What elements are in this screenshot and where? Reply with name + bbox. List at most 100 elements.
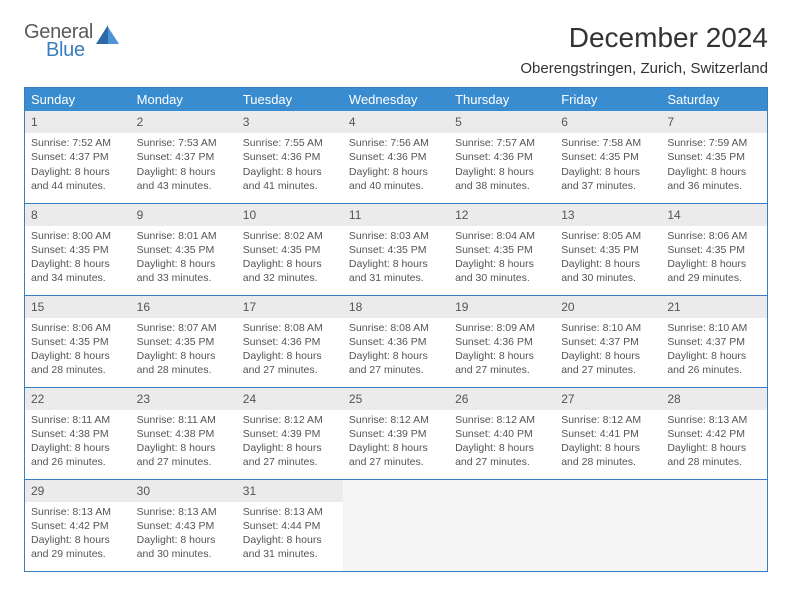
weekday-header: Sunday xyxy=(25,88,131,112)
sunrise-line: Sunrise: 7:53 AM xyxy=(137,136,231,150)
sunrise-line: Sunrise: 8:06 AM xyxy=(667,229,761,243)
sunset-line: Sunset: 4:40 PM xyxy=(455,427,549,441)
calendar-week-row: 15Sunrise: 8:06 AMSunset: 4:35 PMDayligh… xyxy=(25,295,768,387)
daylight-line: Daylight: 8 hours and 28 minutes. xyxy=(31,349,125,377)
day-number: 6 xyxy=(555,111,661,133)
day-data: Sunrise: 7:55 AMSunset: 4:36 PMDaylight:… xyxy=(237,133,343,197)
sunrise-line: Sunrise: 8:12 AM xyxy=(455,413,549,427)
calendar-day-cell: 29Sunrise: 8:13 AMSunset: 4:42 PMDayligh… xyxy=(25,479,131,571)
day-data: Sunrise: 8:12 AMSunset: 4:39 PMDaylight:… xyxy=(343,410,449,474)
weekday-header: Monday xyxy=(131,88,237,112)
calendar-day-cell: 27Sunrise: 8:12 AMSunset: 4:41 PMDayligh… xyxy=(555,387,661,479)
daylight-line: Daylight: 8 hours and 27 minutes. xyxy=(243,349,337,377)
day-data: Sunrise: 8:08 AMSunset: 4:36 PMDaylight:… xyxy=(237,318,343,382)
day-data: Sunrise: 8:00 AMSunset: 4:35 PMDaylight:… xyxy=(25,226,131,290)
calendar-day-cell: 7Sunrise: 7:59 AMSunset: 4:35 PMDaylight… xyxy=(661,111,767,203)
day-number: 12 xyxy=(449,204,555,226)
calendar-day-cell: 3Sunrise: 7:55 AMSunset: 4:36 PMDaylight… xyxy=(237,111,343,203)
sunrise-line: Sunrise: 8:11 AM xyxy=(31,413,125,427)
weekday-header: Saturday xyxy=(661,88,767,112)
day-number: 1 xyxy=(25,111,131,133)
sunset-line: Sunset: 4:35 PM xyxy=(561,150,655,164)
day-number: 4 xyxy=(343,111,449,133)
sunrise-line: Sunrise: 8:03 AM xyxy=(349,229,443,243)
day-data: Sunrise: 7:58 AMSunset: 4:35 PMDaylight:… xyxy=(555,133,661,197)
daylight-line: Daylight: 8 hours and 30 minutes. xyxy=(455,257,549,285)
day-data: Sunrise: 8:10 AMSunset: 4:37 PMDaylight:… xyxy=(661,318,767,382)
day-number: 10 xyxy=(237,204,343,226)
sunrise-line: Sunrise: 8:13 AM xyxy=(667,413,761,427)
sunset-line: Sunset: 4:36 PM xyxy=(349,150,443,164)
sunset-line: Sunset: 4:36 PM xyxy=(349,335,443,349)
day-data: Sunrise: 8:13 AMSunset: 4:44 PMDaylight:… xyxy=(237,502,343,566)
location-subtitle: Oberengstringen, Zurich, Switzerland xyxy=(520,60,768,77)
daylight-line: Daylight: 8 hours and 26 minutes. xyxy=(31,441,125,469)
day-number: 13 xyxy=(555,204,661,226)
day-data: Sunrise: 8:03 AMSunset: 4:35 PMDaylight:… xyxy=(343,226,449,290)
calendar-day-cell: 28Sunrise: 8:13 AMSunset: 4:42 PMDayligh… xyxy=(661,387,767,479)
calendar-day-cell: 12Sunrise: 8:04 AMSunset: 4:35 PMDayligh… xyxy=(449,203,555,295)
daylight-line: Daylight: 8 hours and 27 minutes. xyxy=(561,349,655,377)
sunrise-line: Sunrise: 8:00 AM xyxy=(31,229,125,243)
daylight-line: Daylight: 8 hours and 43 minutes. xyxy=(137,165,231,193)
sunset-line: Sunset: 4:36 PM xyxy=(243,335,337,349)
day-number: 14 xyxy=(661,204,767,226)
day-data: Sunrise: 8:01 AMSunset: 4:35 PMDaylight:… xyxy=(131,226,237,290)
day-number: 8 xyxy=(25,204,131,226)
day-number: 2 xyxy=(131,111,237,133)
calendar-day-cell: 30Sunrise: 8:13 AMSunset: 4:43 PMDayligh… xyxy=(131,479,237,571)
sunset-line: Sunset: 4:44 PM xyxy=(243,519,337,533)
calendar-day-cell: 4Sunrise: 7:56 AMSunset: 4:36 PMDaylight… xyxy=(343,111,449,203)
sunset-line: Sunset: 4:35 PM xyxy=(349,243,443,257)
calendar-week-row: 1Sunrise: 7:52 AMSunset: 4:37 PMDaylight… xyxy=(25,111,768,203)
sunset-line: Sunset: 4:38 PM xyxy=(137,427,231,441)
sunrise-line: Sunrise: 8:08 AM xyxy=(243,321,337,335)
weekday-header: Friday xyxy=(555,88,661,112)
daylight-line: Daylight: 8 hours and 28 minutes. xyxy=(561,441,655,469)
daylight-line: Daylight: 8 hours and 44 minutes. xyxy=(31,165,125,193)
daylight-line: Daylight: 8 hours and 27 minutes. xyxy=(349,441,443,469)
calendar-week-row: 22Sunrise: 8:11 AMSunset: 4:38 PMDayligh… xyxy=(25,387,768,479)
day-number: 29 xyxy=(25,480,131,502)
daylight-line: Daylight: 8 hours and 27 minutes. xyxy=(137,441,231,469)
sunset-line: Sunset: 4:42 PM xyxy=(667,427,761,441)
title-block: December 2024 Oberengstringen, Zurich, S… xyxy=(520,22,768,77)
sunset-line: Sunset: 4:37 PM xyxy=(667,335,761,349)
calendar-day-cell: 24Sunrise: 8:12 AMSunset: 4:39 PMDayligh… xyxy=(237,387,343,479)
sunset-line: Sunset: 4:43 PM xyxy=(137,519,231,533)
sunrise-line: Sunrise: 7:59 AM xyxy=(667,136,761,150)
calendar-day-cell: 23Sunrise: 8:11 AMSunset: 4:38 PMDayligh… xyxy=(131,387,237,479)
calendar-page: General Blue December 2024 Oberengstring… xyxy=(0,0,792,572)
day-data: Sunrise: 8:10 AMSunset: 4:37 PMDaylight:… xyxy=(555,318,661,382)
calendar-day-cell: 13Sunrise: 8:05 AMSunset: 4:35 PMDayligh… xyxy=(555,203,661,295)
day-data: Sunrise: 8:04 AMSunset: 4:35 PMDaylight:… xyxy=(449,226,555,290)
sunset-line: Sunset: 4:42 PM xyxy=(31,519,125,533)
header: General Blue December 2024 Oberengstring… xyxy=(24,22,768,77)
sunrise-line: Sunrise: 7:56 AM xyxy=(349,136,443,150)
calendar-day-cell: 14Sunrise: 8:06 AMSunset: 4:35 PMDayligh… xyxy=(661,203,767,295)
sunrise-line: Sunrise: 8:09 AM xyxy=(455,321,549,335)
calendar-day-cell: 25Sunrise: 8:12 AMSunset: 4:39 PMDayligh… xyxy=(343,387,449,479)
month-title: December 2024 xyxy=(520,22,768,54)
sunset-line: Sunset: 4:36 PM xyxy=(455,150,549,164)
sunset-line: Sunset: 4:35 PM xyxy=(31,335,125,349)
logo-text: General Blue xyxy=(24,22,93,60)
day-data: Sunrise: 8:09 AMSunset: 4:36 PMDaylight:… xyxy=(449,318,555,382)
calendar-day-cell: 21Sunrise: 8:10 AMSunset: 4:37 PMDayligh… xyxy=(661,295,767,387)
day-data: Sunrise: 8:06 AMSunset: 4:35 PMDaylight:… xyxy=(25,318,131,382)
logo-word-blue: Blue xyxy=(24,40,93,60)
day-number: 31 xyxy=(237,480,343,502)
sunrise-line: Sunrise: 7:58 AM xyxy=(561,136,655,150)
calendar-week-row: 8Sunrise: 8:00 AMSunset: 4:35 PMDaylight… xyxy=(25,203,768,295)
sunrise-line: Sunrise: 7:57 AM xyxy=(455,136,549,150)
day-number: 3 xyxy=(237,111,343,133)
day-number: 23 xyxy=(131,388,237,410)
daylight-line: Daylight: 8 hours and 36 minutes. xyxy=(667,165,761,193)
sunset-line: Sunset: 4:35 PM xyxy=(667,150,761,164)
sunrise-line: Sunrise: 8:07 AM xyxy=(137,321,231,335)
day-data: Sunrise: 8:13 AMSunset: 4:42 PMDaylight:… xyxy=(661,410,767,474)
daylight-line: Daylight: 8 hours and 41 minutes. xyxy=(243,165,337,193)
daylight-line: Daylight: 8 hours and 29 minutes. xyxy=(667,257,761,285)
daylight-line: Daylight: 8 hours and 34 minutes. xyxy=(31,257,125,285)
day-number: 26 xyxy=(449,388,555,410)
